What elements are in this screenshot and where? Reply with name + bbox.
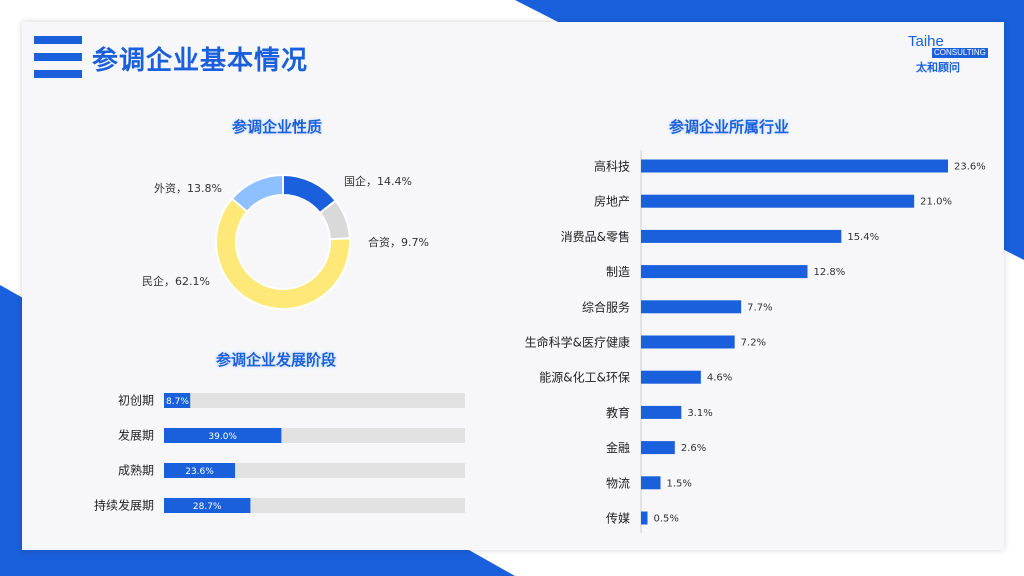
stage-chart-title: 参调企业发展阶段 <box>216 351 337 369</box>
industry-value-label: 21.0% <box>920 197 952 208</box>
donut-slice-label: 民企，62.1% <box>142 274 210 288</box>
enterprise-nature-donut-chart: 国企，14.4% 合资，9.7% 民企，62.1% 外资，13.8% <box>142 173 429 310</box>
industry-bar <box>641 229 842 243</box>
industry-category-label: 金融 <box>606 440 630 455</box>
industry-bar <box>641 335 735 349</box>
stage-category-label: 持续发展期 <box>94 498 154 513</box>
industry-value-label: 2.6% <box>681 443 706 454</box>
company-logo: Taihe CONSULTING 太和顾问 <box>908 33 998 74</box>
industry-category-label: 能源&化工&环保 <box>539 371 630 385</box>
stage-value-label: 28.7% <box>193 502 222 512</box>
stage-bar <box>164 428 282 443</box>
content-card <box>22 22 1004 550</box>
industry-bar <box>641 405 682 419</box>
industry-bar <box>641 511 648 525</box>
stage-category-label: 成熟期 <box>118 463 154 478</box>
nature-chart-title: 参调企业性质 <box>232 118 323 136</box>
industry-value-label: 4.6% <box>707 373 732 384</box>
donut-slice-3 <box>230 173 284 213</box>
industry-category-label: 房地产 <box>594 194 630 209</box>
industry-category-label: 生命科学&医疗健康 <box>525 335 630 350</box>
industry-category-label: 综合服务 <box>582 299 630 314</box>
industry-bar <box>641 441 675 455</box>
development-stage-bar-chart: 初创期 8.7% 发展期 39.0% 成熟期 23.6% 持续发展期 28.7% <box>94 393 465 513</box>
industry-chart-title: 参调企业所属行业 <box>669 118 790 136</box>
industry-bar <box>641 159 948 173</box>
industry-value-label: 15.4% <box>847 232 879 243</box>
stage-value-label: 8.7% <box>166 397 189 407</box>
industry-value-label: 1.5% <box>667 478 692 489</box>
industry-value-label: 12.8% <box>814 267 846 278</box>
stage-value-label: 23.6% <box>185 467 214 477</box>
industry-bar <box>641 476 661 490</box>
donut-slice-label: 国企，14.4% <box>344 174 412 188</box>
logo-subtitle: CONSULTING <box>932 48 988 58</box>
logo-wordmark: Taihe <box>908 33 944 50</box>
industry-value-label: 3.1% <box>687 408 712 419</box>
donut-slice-label: 合资，9.7% <box>368 235 429 249</box>
industry-bar-chart: 高科技 23.6% 房地产 21.0% 消费品&零售 15.4% 制造 12.8% 综合服务 7.… <box>525 150 986 533</box>
stage-bar <box>164 463 236 478</box>
industry-category-label: 高科技 <box>594 159 630 174</box>
page-title: 参调企业基本情况 <box>92 46 309 76</box>
industry-value-label: 23.6% <box>954 162 986 173</box>
stage-bar-track <box>164 463 465 478</box>
industry-category-label: 教育 <box>606 405 630 420</box>
industry-bar <box>641 265 808 279</box>
stage-bar <box>164 393 191 408</box>
stage-value-label: 39.0% <box>208 432 237 442</box>
industry-category-label: 制造 <box>606 265 630 279</box>
stage-bar <box>164 498 251 513</box>
industry-category-label: 消费品&零售 <box>561 229 630 244</box>
stage-category-label: 初创期 <box>118 394 154 408</box>
industry-bar <box>641 370 701 384</box>
industry-value-label: 0.5% <box>654 514 679 525</box>
stage-category-label: 发展期 <box>118 428 154 443</box>
donut-slice-2 <box>215 197 351 310</box>
industry-value-label: 7.7% <box>747 302 772 313</box>
donut-slice-label: 外资，13.8% <box>154 182 222 195</box>
industry-bar <box>641 194 915 208</box>
menu-bars-icon <box>34 36 82 80</box>
logo-chinese-name: 太和顾问 <box>916 61 960 74</box>
stage-bar-track <box>164 393 465 408</box>
industry-bar <box>641 300 742 314</box>
industry-value-label: 7.2% <box>741 338 766 349</box>
industry-category-label: 传媒 <box>606 511 630 526</box>
industry-category-label: 物流 <box>606 476 630 490</box>
